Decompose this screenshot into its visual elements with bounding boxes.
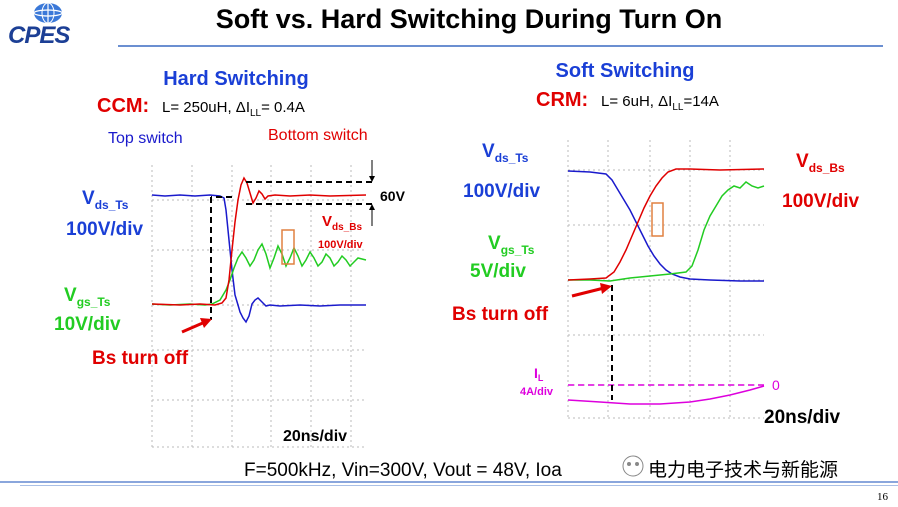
hard-60v-label: 60V: [380, 188, 406, 204]
soft-vgs-ts-trace: [568, 181, 765, 282]
arrow-60v-top-head-icon: [369, 176, 375, 182]
hard-vgs-ts-scale: 10V/div: [54, 314, 121, 335]
hard-params: L= 250uH, ΔILL= 0.4A: [162, 99, 305, 119]
soft-vds-bs-trace: [567, 168, 765, 281]
slide-title: Soft vs. Hard Switching During Turn On: [215, 4, 723, 34]
globe-logo-icon: [33, 2, 63, 24]
hard-arrow: [181, 320, 206, 334]
soft-params: L= 6uH, ΔILL=14A: [601, 93, 719, 113]
soft-arrow-head-icon: [600, 283, 612, 294]
soft-vds-ts-scale: 100V/div: [463, 181, 541, 202]
hard-vgs-ts-trace: [151, 242, 367, 306]
hard-bs-turn-off: Bs turn off: [92, 348, 189, 369]
soft-scope-grid: [567, 140, 764, 419]
soft-vgs-ts-label: Vgs_Ts: [488, 233, 535, 257]
hard-heading: Hard Switching: [163, 68, 309, 90]
hard-vds-bs-scale: 100V/div: [318, 239, 364, 251]
footer-conditions: F=500kHz, Vin=300V, Vout = 48V, Ioa: [244, 460, 562, 481]
soft-heading: Soft Switching: [556, 60, 695, 82]
hard-ringing-box: [281, 229, 295, 265]
title-rule: [118, 45, 883, 47]
cpes-logo: CPES: [8, 22, 70, 49]
soft-arrow: [571, 286, 605, 298]
page-number: 16: [877, 491, 888, 503]
soft-vgs-ts-scale: 5V/div: [470, 261, 526, 282]
footer-rule-thin: [20, 485, 898, 486]
soft-mode: CRM:: [536, 89, 588, 111]
soft-vds-ts-trace: [567, 170, 764, 282]
hard-turn-off-marker: [210, 181, 372, 320]
soft-il-trace: [567, 385, 765, 405]
soft-timebase: 20ns/div: [764, 407, 840, 428]
soft-il-zero-label: 0: [772, 377, 780, 393]
soft-il-scale: 4A/div: [520, 386, 554, 398]
wechat-icon: [622, 455, 644, 477]
hard-mode: CCM:: [97, 95, 149, 117]
soft-vds-bs-scale: 100V/div: [782, 191, 860, 212]
top-switch-label: Top switch: [108, 130, 183, 147]
hard-vds-ts-label: Vds_Ts: [82, 188, 129, 212]
soft-vds-bs-label: Vds_Bs: [796, 151, 845, 175]
hard-vds-ts-trace: [151, 194, 366, 324]
hard-vds-bs-label: Vds_Bs: [322, 213, 362, 233]
soft-bs-turn-off: Bs turn off: [452, 304, 549, 325]
hard-vds-ts-scale: 100V/div: [66, 219, 144, 240]
footer-rule: [0, 481, 898, 483]
soft-vds-ts-label: Vds_Ts: [482, 141, 529, 165]
footer-watermark: 电力电子技术与新能源: [648, 459, 838, 481]
arrow-60v-bottom-head-icon: [369, 204, 375, 210]
hard-vgs-ts-label: Vgs_Ts: [64, 285, 111, 309]
hard-arrow-head-icon: [200, 318, 212, 328]
soft-transition-box: [651, 202, 664, 237]
hard-timebase: 20ns/div: [283, 428, 347, 445]
hard-scope-grid: [151, 165, 366, 448]
soft-il-label: IL: [534, 365, 544, 383]
bottom-switch-label: Bottom switch: [268, 127, 368, 144]
